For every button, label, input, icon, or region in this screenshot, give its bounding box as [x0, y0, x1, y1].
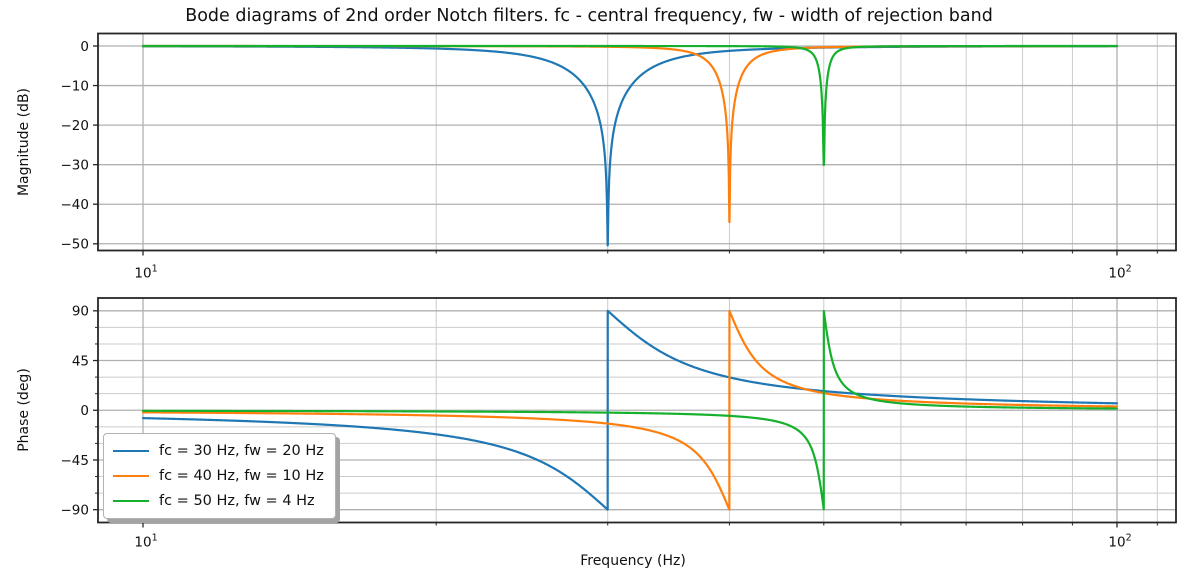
- curve-magnitude-fc30: [141, 45, 1119, 247]
- legend-item-label: fc = 50 Hz, fw = 4 Hz: [159, 493, 315, 509]
- y-tick-label: −30: [61, 157, 90, 173]
- curve-magnitude-fc50: [141, 44, 1119, 167]
- x-tick-label: 102: [1108, 533, 1131, 551]
- magnitude-curves: [141, 44, 1119, 247]
- y-tick-label: 90: [72, 304, 89, 320]
- magnitude-subplot: 0 −10 −20 −30 −40 −50 101 102: [61, 32, 1177, 282]
- frequency-xlabel: Frequency (Hz): [580, 553, 686, 569]
- legend-swatch-line: [113, 475, 149, 477]
- y-tick-label: 0: [80, 403, 89, 419]
- legend-item: fc = 50 Hz, fw = 4 Hz: [113, 489, 324, 513]
- x-tick-label: 101: [134, 264, 157, 282]
- y-tick-label: −20: [61, 118, 90, 134]
- y-tick-label: −90: [61, 502, 90, 518]
- curve-magnitude-fc40: [141, 44, 1119, 224]
- curve-phase-fc30: [141, 309, 1119, 511]
- y-tick-label: −50: [61, 237, 90, 253]
- plot-title: Bode diagrams of 2nd order Notch filters…: [185, 6, 993, 26]
- legend: fc = 30 Hz, fw = 20 Hz fc = 40 Hz, fw = 1…: [103, 433, 336, 519]
- curve-phase-fc50: [141, 310, 1119, 511]
- curve-phase-fc40: [141, 309, 1119, 511]
- legend-item: fc = 30 Hz, fw = 20 Hz: [113, 439, 324, 463]
- magnitude-axes-frame: [97, 32, 1177, 252]
- x-tick-label: 102: [1108, 264, 1131, 282]
- y-tick-label: −40: [61, 197, 90, 213]
- y-tick-label: −10: [61, 78, 90, 94]
- y-tick-label: −45: [61, 453, 90, 469]
- legend-swatch-line: [113, 500, 149, 502]
- y-tick-label: 0: [80, 39, 89, 55]
- legend-item-label: fc = 40 Hz, fw = 10 Hz: [159, 468, 324, 484]
- legend-item: fc = 40 Hz, fw = 10 Hz: [113, 464, 324, 488]
- legend-swatch-line: [113, 450, 149, 452]
- y-tick-label: 45: [72, 353, 89, 369]
- phase-subplot: 90 45 0 −45 −90 101 102: [61, 297, 1177, 551]
- x-tick-label: 101: [134, 533, 157, 551]
- phase-curves: [141, 309, 1119, 511]
- phase-ylabel: Phase (deg): [16, 368, 32, 452]
- magnitude-ylabel: Magnitude (dB): [16, 87, 32, 197]
- legend-item-label: fc = 30 Hz, fw = 20 Hz: [159, 443, 324, 459]
